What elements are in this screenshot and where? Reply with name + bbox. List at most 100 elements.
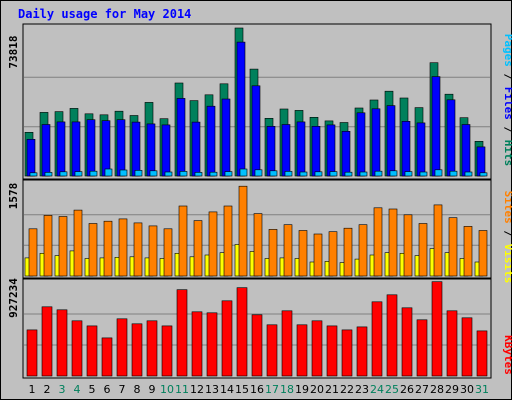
files-bar — [41, 124, 51, 177]
chart-title: Daily usage for May 2014 — [18, 7, 192, 21]
x-tick-label: 2 — [44, 383, 51, 396]
hits-panel-border — [22, 23, 492, 180]
pages-bar — [449, 170, 458, 177]
x-tick-label: 13 — [205, 383, 219, 396]
kbytes-ymax-label: 927234 — [7, 278, 20, 318]
pages-bar — [59, 171, 68, 177]
sites-bar — [253, 213, 263, 277]
files-bar — [431, 76, 441, 177]
hits-legend-label: Pages / Files / Hits — [502, 34, 512, 167]
files-bar — [356, 112, 366, 177]
sites-bar — [478, 230, 488, 277]
files-bar — [251, 85, 261, 177]
files-bar — [281, 124, 291, 177]
files-bar — [401, 121, 411, 177]
x-tick-label: 4 — [74, 383, 81, 396]
files-bar — [56, 121, 66, 177]
hits-ymax-label: 73818 — [7, 35, 20, 68]
sites-bar — [223, 205, 233, 277]
pages-bar — [44, 172, 53, 177]
legend-sites: Sites — [502, 191, 512, 224]
pages-bar — [164, 171, 173, 177]
kbytes-bar — [116, 318, 128, 377]
kbytes-bar — [341, 329, 353, 377]
files-bar — [221, 98, 231, 177]
x-tick-label: 1 — [29, 383, 36, 396]
sites-bar — [193, 220, 203, 277]
pages-bar — [29, 172, 38, 177]
hits-panel: 73818 Pages / Files / Hits — [7, 23, 512, 180]
pages-bar — [119, 169, 128, 177]
files-bar — [191, 121, 201, 177]
hits-bars — [24, 27, 488, 177]
legend-pages: Pages — [502, 34, 512, 67]
kbytes-bar — [161, 325, 173, 377]
pages-bar — [464, 171, 473, 177]
files-bar — [131, 121, 141, 177]
kbytes-bar — [476, 330, 488, 377]
visits-panel-border — [22, 179, 492, 279]
kbytes-bar — [311, 320, 323, 377]
pages-bar — [254, 169, 263, 177]
sites-bar — [28, 228, 38, 277]
kbytes-bar — [221, 300, 233, 377]
files-bar — [86, 119, 96, 177]
sites-bar — [118, 218, 128, 277]
legend-kbytes: KBytes — [502, 335, 512, 375]
pages-bar — [104, 168, 113, 177]
sites-bar — [73, 209, 83, 277]
files-bar — [116, 119, 126, 177]
sites-bar — [313, 233, 323, 277]
sites-bar — [103, 220, 113, 277]
pages-bar — [74, 171, 83, 177]
kbytes-bar — [326, 325, 338, 377]
pages-bar — [314, 171, 323, 177]
kbytes-bar — [191, 311, 203, 377]
files-bar — [26, 139, 36, 177]
sites-bar — [388, 208, 398, 277]
files-bar — [326, 124, 336, 177]
pages-bar — [329, 171, 338, 177]
legend-visits: Visits — [502, 244, 512, 284]
pages-bar — [419, 171, 428, 177]
x-tick-label: 27 — [415, 383, 429, 396]
sites-bar — [433, 204, 443, 277]
x-tick-label: 18 — [280, 383, 294, 396]
x-tick-label: 12 — [190, 383, 204, 396]
x-tick-label: 11 — [175, 383, 189, 396]
sites-bar — [238, 185, 248, 277]
kbytes-bar — [386, 294, 398, 377]
pages-bar — [194, 172, 203, 177]
x-tick-label: 10 — [160, 383, 174, 396]
kbytes-panel: 927234 KBytes — [7, 278, 512, 379]
pages-bar — [224, 171, 233, 177]
sites-bar — [343, 227, 353, 277]
kbytes-bar — [56, 309, 68, 377]
visits-panel: 1578 Sites / Visits — [7, 179, 512, 284]
kbytes-bar — [236, 287, 248, 377]
files-bar — [371, 108, 381, 177]
kbytes-bar — [206, 312, 218, 377]
sites-bar — [208, 211, 218, 277]
kbytes-bar — [131, 323, 143, 377]
legend-sep-2: / — [502, 120, 512, 140]
kbytes-bar — [431, 281, 443, 377]
kbytes-bar — [281, 310, 293, 377]
sites-bar — [178, 205, 188, 277]
x-axis-day-labels: 1 2 3 4 5 6 7 8 9 10 11 12 13 14 15 16 17 18 19 20 21 22 23 24 2… — [29, 383, 490, 396]
kbytes-bar — [101, 337, 113, 377]
x-tick-label: 20 — [310, 383, 324, 396]
kbytes-panel-border — [22, 278, 492, 379]
sites-bar — [358, 224, 368, 277]
files-bar — [176, 98, 186, 177]
sites-bar — [283, 224, 293, 277]
pages-bar — [89, 170, 98, 177]
files-bar — [101, 120, 111, 177]
pages-bar — [284, 171, 293, 177]
legend-hits: Hits — [502, 140, 512, 167]
kbytes-bar — [26, 329, 38, 377]
files-bar — [296, 121, 306, 177]
x-tick-label: 7 — [119, 383, 126, 396]
x-tick-label: 3 — [59, 383, 66, 396]
files-bar — [416, 122, 426, 177]
